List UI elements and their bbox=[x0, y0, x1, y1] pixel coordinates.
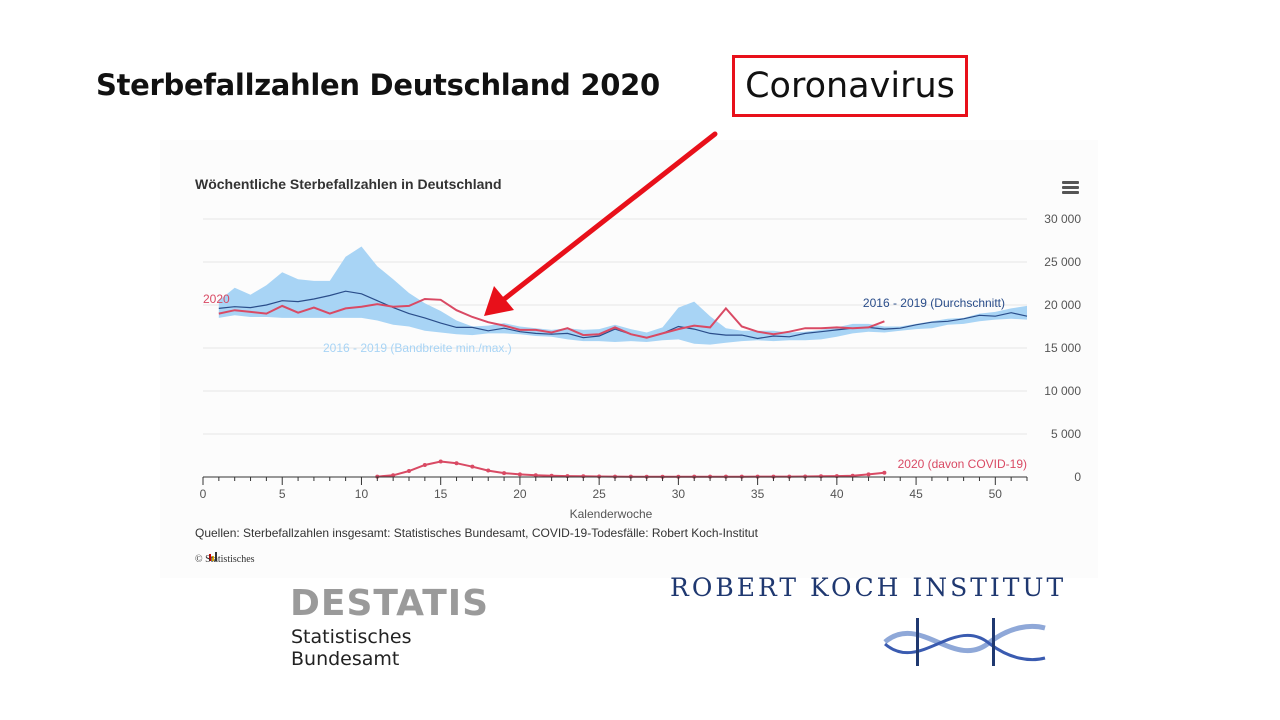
series-point bbox=[470, 464, 475, 469]
series-point bbox=[438, 459, 443, 464]
x-axis-label: Kalenderwoche bbox=[570, 507, 653, 521]
series-point bbox=[407, 468, 411, 473]
series-point bbox=[422, 462, 427, 467]
coronavirus-callout-label: Coronavirus bbox=[745, 66, 955, 106]
destatis-logo: DESTATIS Statistisches Bundesamt bbox=[290, 586, 520, 671]
destatis-wordmark: DESTATIS bbox=[290, 586, 489, 622]
series-line bbox=[377, 460, 885, 478]
x-tick-label: 5 bbox=[279, 487, 286, 501]
x-tick-label: 20 bbox=[513, 487, 527, 501]
chart-credit[interactable]: © Statistisches bbox=[195, 552, 255, 565]
series-point bbox=[502, 471, 507, 476]
x-tick-label: 50 bbox=[989, 487, 1003, 501]
y-tick-label: 10 000 bbox=[1044, 384, 1081, 398]
series-line bbox=[218, 297, 885, 339]
series-point bbox=[486, 468, 491, 473]
chart-panel: Wöchentliche Sterbefallzahlen in Deutsch… bbox=[160, 140, 1098, 578]
y-tick-label: 15 000 bbox=[1044, 341, 1081, 355]
menu-icon[interactable] bbox=[1062, 181, 1079, 194]
label-covid: 2020 (davon COVID-19) bbox=[898, 457, 1027, 471]
x-tick-label: 10 bbox=[355, 487, 369, 501]
coronavirus-callout: Coronavirus bbox=[732, 55, 968, 117]
series-point bbox=[517, 472, 522, 477]
x-tick-label: 15 bbox=[434, 487, 448, 501]
y-tick-label: 5 000 bbox=[1051, 427, 1081, 441]
chart-source: Quellen: Sterbefallzahlen insgesamt: Sta… bbox=[195, 526, 759, 540]
x-tick-label: 30 bbox=[672, 487, 686, 501]
series-point bbox=[866, 472, 871, 477]
destatis-subtitle: Statistisches Bundesamt bbox=[291, 626, 412, 670]
chart-credit-label: © Statistisches bbox=[195, 554, 255, 565]
series-point bbox=[454, 461, 459, 466]
slide-title: Sterbefallzahlen Deutschland 2020 bbox=[96, 68, 660, 102]
band-area bbox=[218, 246, 1028, 345]
death-rate-chart: Wöchentliche Sterbefallzahlen in Deutsch… bbox=[195, 176, 1081, 565]
rki-name: ROBERT KOCH INSTITUT bbox=[670, 573, 1067, 602]
series-point bbox=[533, 473, 538, 478]
label-average: 2016 - 2019 (Durchschnitt) bbox=[863, 296, 1005, 310]
x-tick-label: 0 bbox=[200, 487, 207, 501]
destatis-wordmark-text: DESTATIS bbox=[290, 583, 490, 624]
x-tick-label: 45 bbox=[909, 487, 923, 501]
label-2020: 2020 bbox=[203, 292, 230, 306]
series-point bbox=[882, 470, 887, 475]
y-tick-label: 20 000 bbox=[1044, 298, 1081, 312]
x-tick-label: 35 bbox=[751, 487, 765, 501]
label-band: 2016 - 2019 (Bandbreite min./max.) bbox=[323, 341, 512, 355]
series-point bbox=[391, 473, 396, 478]
y-tick-label: 30 000 bbox=[1044, 212, 1081, 226]
rki-helix-icon bbox=[883, 618, 1046, 666]
x-tick-label: 25 bbox=[592, 487, 606, 501]
x-tick-label: 40 bbox=[830, 487, 844, 501]
chart-title: Wöchentliche Sterbefallzahlen in Deutsch… bbox=[195, 176, 502, 192]
y-tick-label: 25 000 bbox=[1044, 255, 1081, 269]
y-tick-label: 0 bbox=[1074, 470, 1081, 484]
